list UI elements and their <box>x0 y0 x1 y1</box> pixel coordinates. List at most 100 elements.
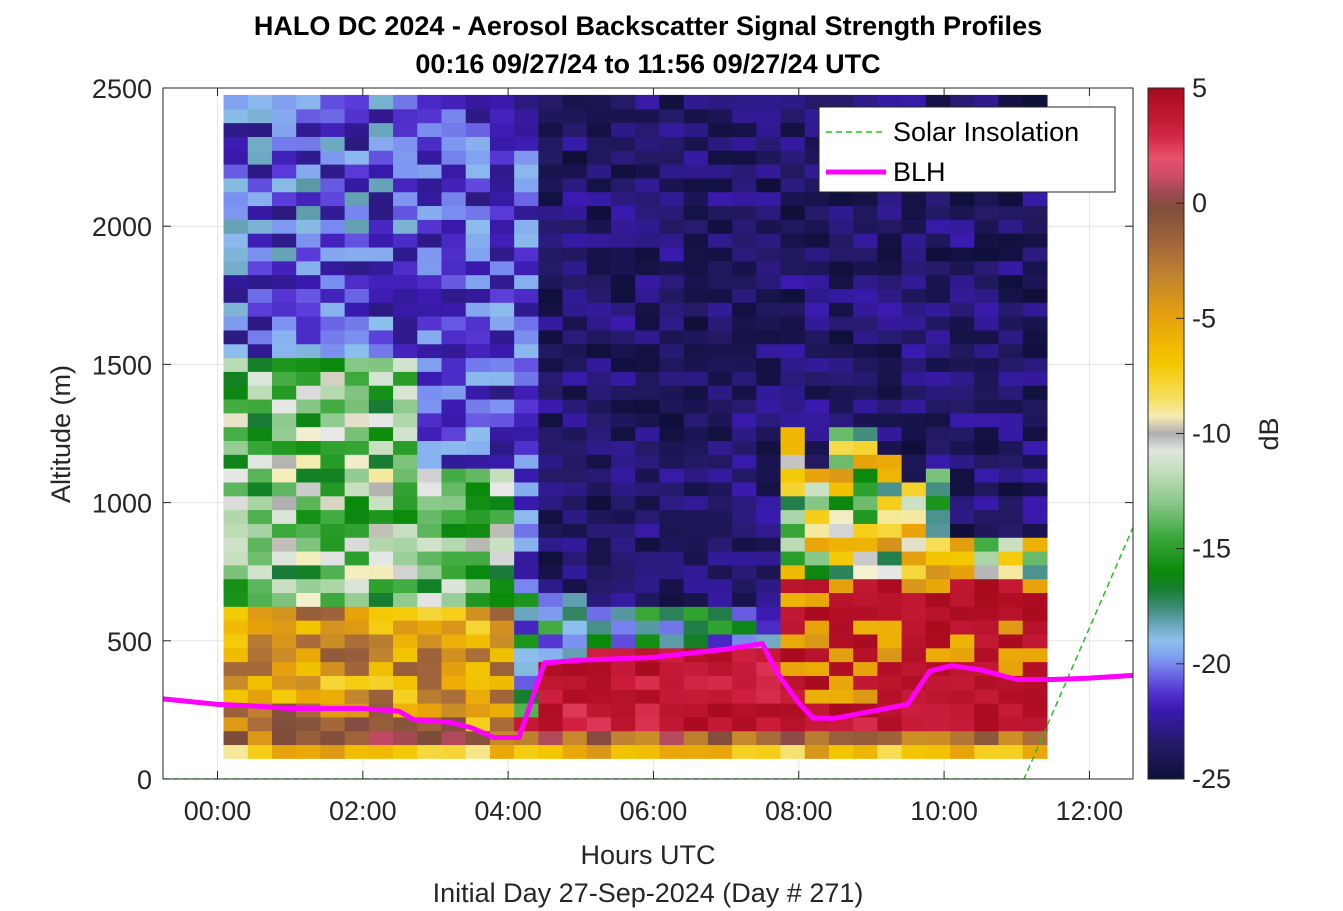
heatmap-cell <box>756 122 782 137</box>
y-tick-label: 2500 <box>92 74 152 104</box>
heatmap-cell <box>514 385 539 400</box>
heatmap-cell <box>925 689 951 704</box>
heatmap-cell <box>804 495 830 511</box>
heatmap-cell <box>368 564 394 580</box>
heatmap-cell <box>853 94 879 110</box>
heatmap-cell <box>732 108 757 124</box>
heatmap-cell <box>925 343 951 359</box>
heatmap-cell <box>441 481 467 497</box>
heatmap-cell <box>659 94 685 110</box>
heatmap-cell <box>344 440 370 455</box>
heatmap-cell <box>368 260 394 276</box>
legend-box <box>818 106 1116 193</box>
heatmap-cell <box>344 108 370 124</box>
heatmap-cell <box>925 454 951 469</box>
heatmap-cell <box>368 689 394 704</box>
heatmap-cell <box>393 468 418 483</box>
heatmap-cell <box>368 661 394 676</box>
heatmap-cell <box>344 385 370 400</box>
heatmap-cell <box>514 246 539 262</box>
heatmap-cell <box>828 426 854 442</box>
heatmap-cell <box>417 550 443 566</box>
heatmap-cell <box>344 620 370 635</box>
heatmap-cell <box>320 108 346 124</box>
heatmap-cell <box>296 302 322 317</box>
heatmap-cell <box>417 177 443 193</box>
heatmap-cell <box>271 495 297 511</box>
heatmap-cell <box>974 398 1000 414</box>
heatmap-cell <box>441 329 467 345</box>
heatmap-cell <box>296 260 322 276</box>
heatmap-cell <box>804 564 830 580</box>
heatmap-cell <box>756 606 782 621</box>
heatmap-cell <box>732 537 757 552</box>
heatmap-cell <box>877 564 903 580</box>
heatmap-cell <box>683 481 709 497</box>
heatmap-cell <box>344 744 370 759</box>
heatmap-cell <box>659 661 685 676</box>
heatmap-cell <box>247 94 273 110</box>
heatmap-cell <box>538 537 564 552</box>
heatmap-cell <box>441 233 467 248</box>
y-tick-label: 1000 <box>92 489 152 519</box>
heatmap-cell <box>465 647 491 663</box>
heatmap-cell <box>635 219 661 234</box>
heatmap-cell <box>489 260 515 276</box>
heatmap-cell <box>998 191 1024 207</box>
heatmap-cell <box>877 744 903 759</box>
heatmap-cell <box>950 316 975 331</box>
heatmap-cell <box>974 440 1000 455</box>
heatmap-cell <box>514 136 539 151</box>
heatmap-cell <box>707 260 733 276</box>
heatmap-cell <box>756 288 782 303</box>
heatmap-cell <box>271 716 297 732</box>
heatmap-cell <box>974 219 1000 234</box>
heatmap-cell <box>562 357 588 372</box>
heatmap-cell <box>925 371 951 386</box>
heatmap-cell <box>901 633 927 649</box>
heatmap-cell <box>853 592 879 607</box>
heatmap-cell <box>659 440 685 455</box>
heatmap-cell <box>804 481 830 497</box>
heatmap-cell <box>659 633 685 649</box>
heatmap-cell <box>611 564 636 580</box>
heatmap-cell <box>732 191 757 207</box>
heatmap-cell <box>974 94 1000 110</box>
heatmap-cell <box>586 316 612 331</box>
heatmap-cell <box>635 592 661 607</box>
heatmap-cell <box>732 150 757 165</box>
heatmap-cell <box>271 94 297 110</box>
blh-line <box>163 641 1133 741</box>
heatmap-cell <box>659 329 685 345</box>
colorbar-tick-label: 5 <box>1192 73 1207 103</box>
heatmap-cell <box>393 233 418 248</box>
heatmap-cell <box>441 164 467 179</box>
heatmap-cell <box>877 246 903 262</box>
heatmap-cell <box>707 94 733 110</box>
heatmap-cell <box>780 606 806 621</box>
heatmap-cell <box>756 537 782 552</box>
heatmap-cell <box>344 689 370 704</box>
heatmap-cell <box>683 592 709 607</box>
heatmap-cell <box>586 205 612 220</box>
heatmap-cell <box>344 398 370 414</box>
heatmap-cell <box>223 744 249 759</box>
heatmap-cell <box>562 219 588 234</box>
heatmap-cell <box>223 150 249 165</box>
heatmap-cell <box>320 357 346 372</box>
heatmap-cell <box>659 578 685 594</box>
heatmap-cell <box>998 385 1024 400</box>
heatmap-cell <box>538 136 564 151</box>
heatmap-cell <box>344 191 370 207</box>
heatmap-cell <box>780 122 806 137</box>
heatmap-cell <box>320 509 346 524</box>
heatmap-cell <box>296 385 322 400</box>
heatmap-cell <box>804 661 830 676</box>
heatmap-cell <box>804 440 830 455</box>
heatmap-cell <box>393 219 418 234</box>
heatmap-cell <box>635 150 661 165</box>
heatmap-cell <box>659 412 685 428</box>
heatmap-cell <box>223 620 249 635</box>
heatmap-cell <box>901 606 927 621</box>
heatmap-cell <box>780 246 806 262</box>
